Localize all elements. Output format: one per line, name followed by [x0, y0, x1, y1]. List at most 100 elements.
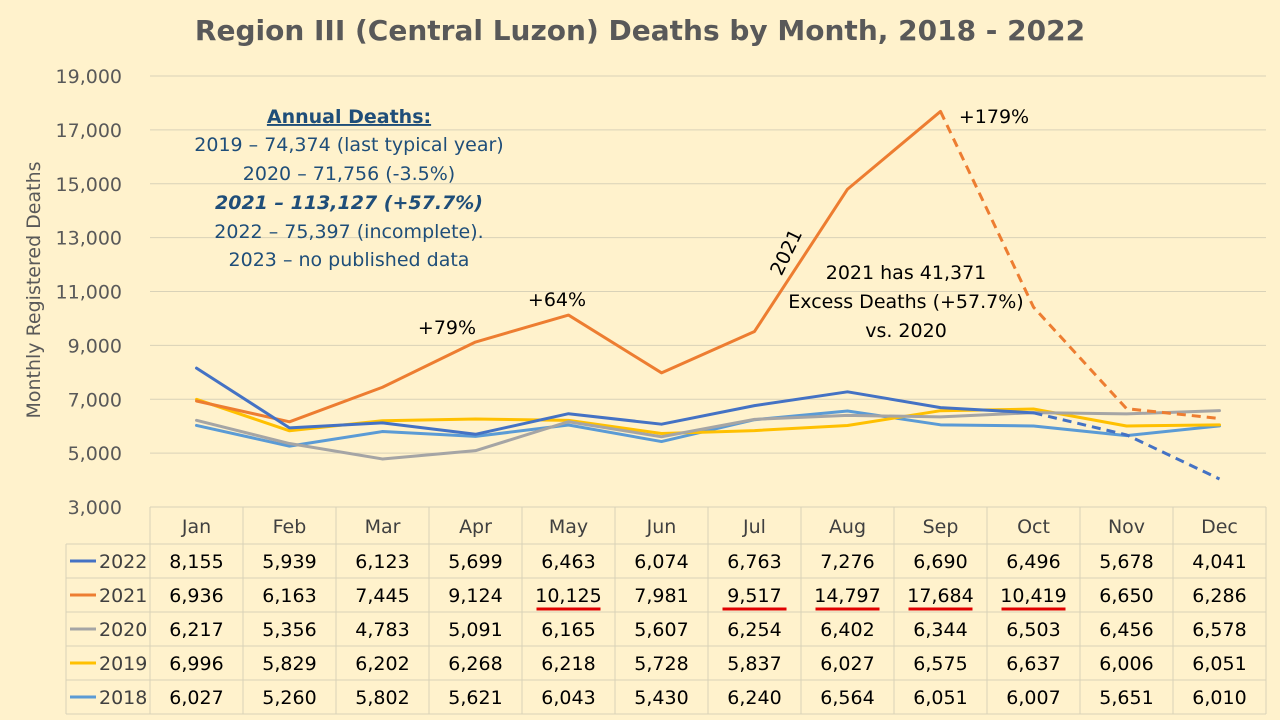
data-label: 6,051	[913, 687, 967, 709]
y-tick-label: 9,000	[68, 335, 122, 357]
data-label: 5,091	[448, 619, 502, 641]
annual-line-2023: 2023 – no published data	[229, 249, 470, 271]
data-label: 5,607	[634, 619, 688, 641]
legend-label-2021: 2021	[99, 585, 147, 607]
data-label: 6,123	[355, 551, 409, 573]
excess-line-3: vs. 2020	[865, 320, 947, 342]
data-label: 9,124	[448, 585, 502, 607]
data-label: 6,006	[1099, 653, 1153, 675]
annual-line-2021: 2021 – 113,127 (+57.7%)	[215, 192, 483, 214]
data-label: 5,829	[262, 653, 316, 675]
data-label: 8,155	[169, 551, 223, 573]
y-tick-label: 19,000	[56, 66, 122, 88]
data-label: 5,678	[1099, 551, 1153, 573]
data-label: 5,260	[262, 687, 316, 709]
x-tick-label: May	[549, 516, 588, 538]
data-label: 6,218	[541, 653, 595, 675]
data-label: 5,939	[262, 551, 316, 573]
data-label: 17,684	[907, 585, 973, 607]
annual-deaths-heading: Annual Deaths:	[267, 106, 431, 128]
data-label: 6,254	[727, 619, 781, 641]
x-tick-label: Mar	[365, 516, 401, 538]
data-label: 5,621	[448, 687, 502, 709]
data-label: 6,936	[169, 585, 223, 607]
x-tick-label: Aug	[829, 516, 866, 538]
data-label: 6,503	[1006, 619, 1060, 641]
data-label: 7,445	[355, 585, 409, 607]
data-label: 10,419	[1000, 585, 1066, 607]
data-label: 7,981	[634, 585, 688, 607]
legend-label-2020: 2020	[99, 619, 147, 641]
series-line-2020	[195, 409, 1221, 461]
data-label: 6,217	[169, 619, 223, 641]
data-label: 6,637	[1006, 653, 1060, 675]
data-label: 5,430	[634, 687, 688, 709]
data-label: 6,007	[1006, 687, 1060, 709]
series-line-2021-projected	[939, 110, 1220, 420]
legend-label-2019: 2019	[99, 653, 147, 675]
data-label: 9,517	[727, 585, 781, 607]
series-line-2022	[195, 366, 1035, 436]
series-line-2021	[195, 109, 942, 424]
data-label: 4,783	[355, 619, 409, 641]
data-label: 6,996	[169, 653, 223, 675]
series-lines	[195, 109, 1221, 481]
x-tick-label: Jul	[742, 516, 766, 538]
excess-line-1: 2021 has 41,371	[826, 262, 987, 284]
y-tick-label: 11,000	[56, 282, 122, 304]
annotation-may: +64%	[528, 289, 586, 311]
y-tick-label: 13,000	[56, 228, 122, 250]
chart-title: Region III (Central Luzon) Deaths by Mon…	[194, 14, 1086, 47]
data-label: 5,728	[634, 653, 688, 675]
data-label: 6,051	[1192, 653, 1246, 675]
annotation-apr: +79%	[418, 317, 476, 339]
data-label: 5,699	[448, 551, 502, 573]
y-tick-label: 17,000	[56, 120, 122, 142]
data-label: 6,496	[1006, 551, 1060, 573]
series-line-2022-projected	[1033, 411, 1221, 481]
data-label: 5,802	[355, 687, 409, 709]
annual-deaths-box: Annual Deaths: 2019 – 74,374 (last typic…	[194, 106, 503, 271]
y-tick-label: 15,000	[56, 174, 122, 196]
legend-label-2018: 2018	[99, 687, 147, 709]
data-label: 10,125	[535, 585, 601, 607]
data-table: Jan Feb Mar Apr May Jun Jul Aug Sep Oct Nov Dec 2022…	[65, 507, 1267, 715]
x-tick-label: Dec	[1201, 516, 1238, 538]
data-label: 6,344	[913, 619, 967, 641]
annotation-yr2021: 2021	[766, 226, 807, 279]
data-label: 6,463	[541, 551, 595, 573]
x-tick-label: Jun	[646, 516, 677, 538]
x-tick-label: Nov	[1108, 516, 1145, 538]
annotation-sep: +179%	[959, 106, 1029, 128]
data-label: 6,268	[448, 653, 502, 675]
data-label: 5,837	[727, 653, 781, 675]
data-label: 6,027	[820, 653, 874, 675]
data-label: 6,456	[1099, 619, 1153, 641]
data-label: 6,240	[727, 687, 781, 709]
y-tick-label: 3,000	[68, 497, 122, 519]
x-tick-label: Jan	[181, 516, 211, 538]
data-label: 6,578	[1192, 619, 1246, 641]
data-label: 7,276	[820, 551, 874, 573]
data-label: 6,163	[262, 585, 316, 607]
data-label: 6,165	[541, 619, 595, 641]
x-tick-label: Sep	[923, 516, 959, 538]
data-label: 4,041	[1192, 551, 1246, 573]
y-tick-label: 5,000	[68, 443, 122, 465]
excess-deaths-box: 2021 has 41,371 Excess Deaths (+57.7%) v…	[788, 262, 1023, 342]
annual-line-2019: 2019 – 74,374 (last typical year)	[194, 134, 503, 156]
data-label: 6,564	[820, 687, 874, 709]
annual-line-2022: 2022 – 75,397 (incomplete).	[214, 221, 483, 243]
data-label: 6,575	[913, 653, 967, 675]
data-label: 6,650	[1099, 585, 1153, 607]
data-label: 6,027	[169, 687, 223, 709]
data-label: 6,690	[913, 551, 967, 573]
x-tick-label: Apr	[459, 516, 492, 538]
excess-line-2: Excess Deaths (+57.7%)	[788, 291, 1023, 313]
data-label: 5,651	[1099, 687, 1153, 709]
data-label: 14,797	[814, 585, 880, 607]
data-label: 6,010	[1192, 687, 1246, 709]
x-tick-label: Feb	[273, 516, 307, 538]
y-axis-ticks: 3,000 5,000 7,000 9,000 11,000 13,000 15,000 17…	[56, 66, 122, 519]
